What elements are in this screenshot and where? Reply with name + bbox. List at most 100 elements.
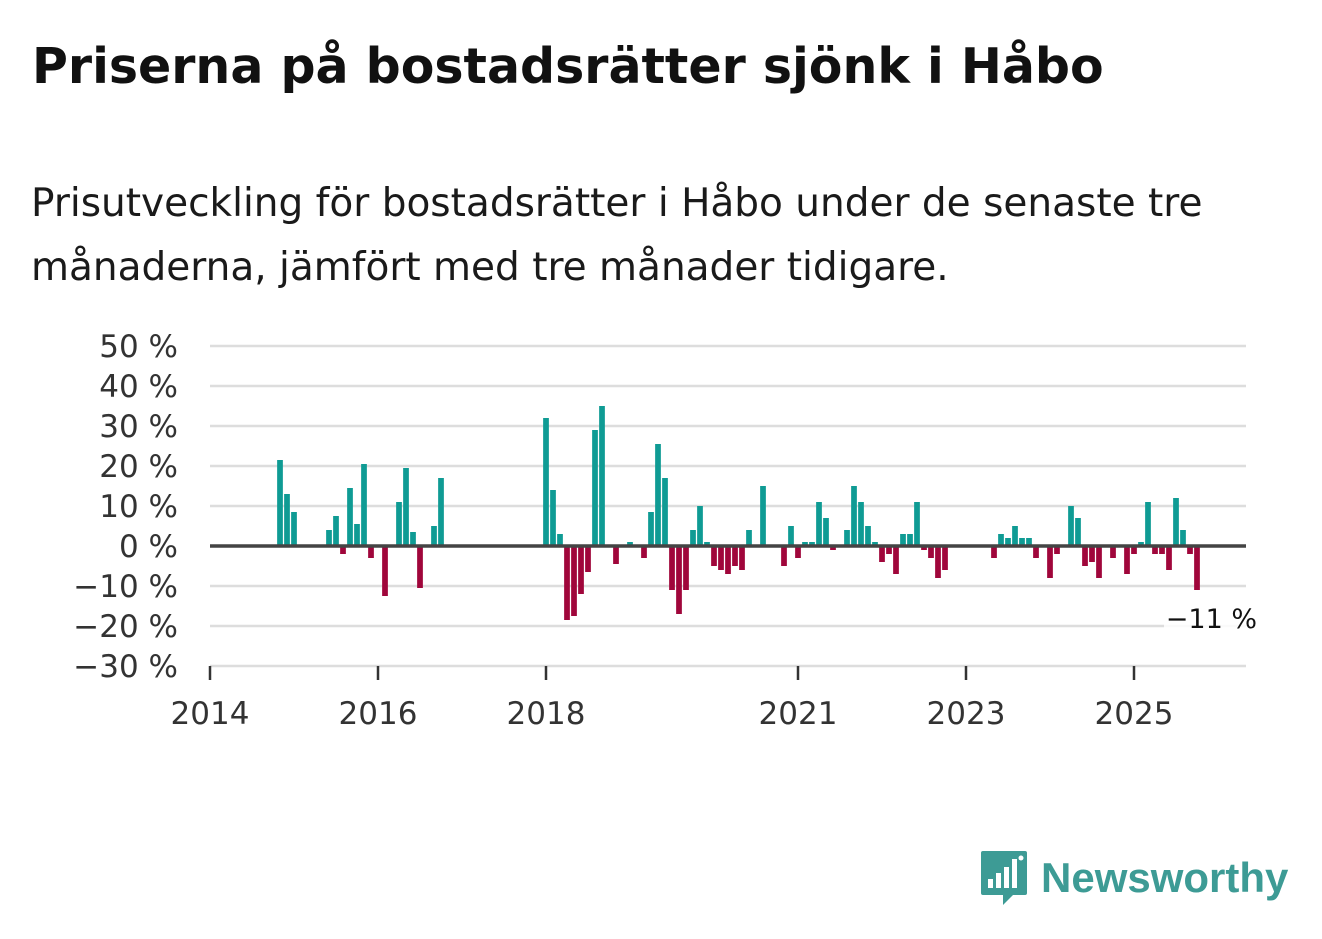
bar: [1159, 546, 1165, 554]
tick-labels: 50 % 40 % 30 % 20 % 10 % 0 % −10 % −20 % −30 % 20…: [73, 329, 1260, 732]
bar: [1026, 538, 1032, 546]
bar: [935, 546, 941, 578]
bar: [599, 406, 605, 546]
brand-logo: Newsworthy: [979, 848, 1299, 908]
bar: [844, 530, 850, 546]
bar: [711, 546, 717, 566]
bar: [1180, 530, 1186, 546]
y-tick-label: 40 %: [99, 369, 178, 405]
bar: [900, 534, 906, 546]
bar: [802, 542, 808, 546]
bar: [991, 546, 997, 558]
chart-title: Priserna på bostadsrätter sjönk i Håbo: [32, 38, 1104, 95]
bar: [830, 546, 836, 550]
bar: [1089, 546, 1095, 562]
bar: [1096, 546, 1102, 578]
bar: [550, 490, 556, 546]
brand-name: Newsworthy: [1041, 854, 1289, 901]
bar: [732, 546, 738, 566]
bar: [1124, 546, 1130, 574]
bar: [333, 516, 339, 546]
bar: [858, 502, 864, 546]
bar: [704, 542, 710, 546]
bar: [417, 546, 423, 588]
bar: [1075, 518, 1081, 546]
bar: [746, 530, 752, 546]
bar: [277, 460, 283, 546]
bar: [893, 546, 899, 574]
x-tick-label: 2016: [339, 696, 418, 732]
bar: [662, 478, 668, 546]
x-tick-label: 2023: [927, 696, 1006, 732]
bar: [788, 526, 794, 546]
axes: [208, 544, 1246, 680]
bar: [1152, 546, 1158, 554]
bar: [697, 506, 703, 546]
bar: [291, 512, 297, 546]
bar: [886, 546, 892, 554]
bar: [438, 478, 444, 546]
bar: [1033, 546, 1039, 558]
bar: [557, 534, 563, 546]
x-tick-label: 2014: [171, 696, 250, 732]
bar: [641, 546, 647, 558]
bar: [865, 526, 871, 546]
y-tick-label: 20 %: [99, 449, 178, 485]
bar: [760, 486, 766, 546]
bar: [410, 532, 416, 546]
bar: [543, 418, 549, 546]
bar: [739, 546, 745, 570]
bar: [571, 546, 577, 616]
y-tick-label: 30 %: [99, 409, 178, 445]
bar: [676, 546, 682, 614]
x-tick-label: 2025: [1095, 696, 1174, 732]
bar: [942, 546, 948, 570]
last-value-label: −11 %: [1166, 604, 1257, 635]
bar: [781, 546, 787, 566]
y-tick-label: 50 %: [99, 329, 178, 365]
bar: [340, 546, 346, 554]
bar: [1187, 546, 1193, 554]
bar: [914, 502, 920, 546]
bar: [823, 518, 829, 546]
bar: [907, 534, 913, 546]
x-tick-label: 2021: [759, 696, 838, 732]
bar: [809, 542, 815, 546]
y-tick-label: −20 %: [73, 609, 178, 645]
bar: [879, 546, 885, 562]
bar: [578, 546, 584, 594]
bar: [921, 546, 927, 550]
bar: [1082, 546, 1088, 566]
bar: [354, 524, 360, 546]
x-tick-label: 2018: [507, 696, 586, 732]
bar: [361, 464, 367, 546]
bar: [718, 546, 724, 570]
bar: [1145, 502, 1151, 546]
bar: [1054, 546, 1060, 554]
bar: [1131, 546, 1137, 554]
bar: [613, 546, 619, 564]
bar: [816, 502, 822, 546]
bar: [648, 512, 654, 546]
bar: [592, 430, 598, 546]
bar: [690, 530, 696, 546]
bar: [683, 546, 689, 590]
bar: [655, 444, 661, 546]
bar: [1005, 538, 1011, 546]
bar: [1194, 546, 1200, 590]
bar: [564, 546, 570, 620]
bar: [872, 542, 878, 546]
bar: [1110, 546, 1116, 558]
bar: [1166, 546, 1172, 570]
bar: [326, 530, 332, 546]
bar: [627, 542, 633, 546]
bar: [284, 494, 290, 546]
bar: [1068, 506, 1074, 546]
y-tick-label: −30 %: [73, 649, 178, 685]
bar: [1138, 542, 1144, 546]
bar: [368, 546, 374, 558]
bar: [403, 468, 409, 546]
bar: [585, 546, 591, 572]
y-tick-label: 0 %: [119, 529, 178, 565]
y-tick-label: 10 %: [99, 489, 178, 525]
